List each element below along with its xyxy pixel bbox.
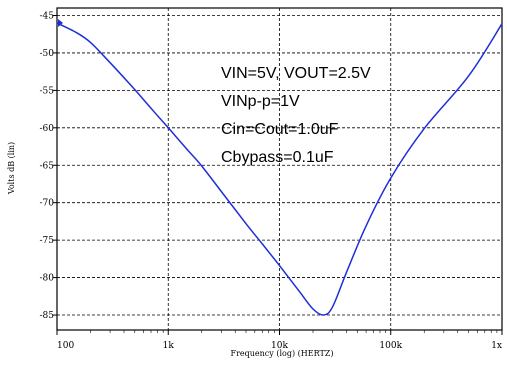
y-tick-label: -65: [40, 161, 55, 171]
y-axis-label: Volts dB (lin): [7, 142, 16, 195]
y-tick-label: -55: [40, 86, 55, 96]
y-axis-ticks: -45 -50 -55 -60 -65 -70 -75 -80 -85: [40, 11, 57, 321]
x-axis-label: Frequency (log) (HERTZ): [231, 349, 334, 358]
x-axis-ticks: 100 1k 10k 100k 1x: [56, 330, 503, 351]
y-tick-label: -60: [40, 124, 55, 134]
annotation-cbypass: Cbypass=0.1uF: [221, 149, 334, 166]
annotation-cin-cout: Cin=Cout=1.0uF: [221, 121, 339, 138]
series-start-marker: [58, 18, 63, 27]
x-tick-label: 10k: [271, 341, 288, 351]
annotation-vin-vout: VIN=5V, VOUT=2.5V: [221, 65, 371, 82]
x-tick-label: 1k: [163, 341, 175, 351]
x-tick-label: 1x: [491, 341, 502, 351]
y-tick-label: -70: [40, 199, 55, 209]
y-tick-label: -80: [40, 274, 55, 284]
y-tick-label: -85: [40, 311, 55, 321]
y-tick-label: -75: [40, 236, 55, 246]
x-tick-label: 100: [57, 341, 74, 351]
annotation-vinpp: VINp-p=1V: [221, 93, 300, 110]
y-tick-label: -45: [40, 11, 55, 21]
y-tick-label: -50: [40, 49, 55, 59]
x-tick-label: 100k: [379, 341, 402, 351]
series-marker: [58, 18, 63, 27]
gridlines: [57, 8, 502, 330]
series-line: [56, 22, 503, 316]
